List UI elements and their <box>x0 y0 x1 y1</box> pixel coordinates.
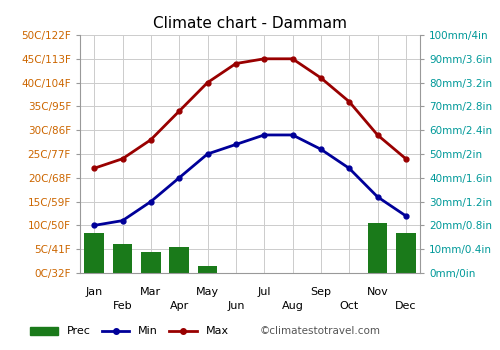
Text: Jul: Jul <box>258 287 271 297</box>
Text: Jan: Jan <box>86 287 103 297</box>
Bar <box>84 232 104 273</box>
Text: Feb: Feb <box>112 301 132 311</box>
Text: Nov: Nov <box>366 287 388 297</box>
Text: Mar: Mar <box>140 287 162 297</box>
Bar <box>170 247 189 273</box>
Text: Apr: Apr <box>170 301 189 311</box>
Text: ©climatestotravel.com: ©climatestotravel.com <box>260 326 381 336</box>
Bar <box>396 232 416 273</box>
Text: Sep: Sep <box>310 287 332 297</box>
Bar <box>198 266 218 273</box>
Bar <box>112 244 132 273</box>
Legend: Prec, Min, Max: Prec, Min, Max <box>26 322 234 341</box>
Text: May: May <box>196 287 219 297</box>
Text: Oct: Oct <box>340 301 359 311</box>
Bar <box>368 223 388 273</box>
Text: Dec: Dec <box>395 301 416 311</box>
Title: Climate chart - Dammam: Climate chart - Dammam <box>153 16 347 31</box>
Text: Jun: Jun <box>227 301 244 311</box>
Text: Aug: Aug <box>282 301 304 311</box>
Bar <box>141 252 161 273</box>
